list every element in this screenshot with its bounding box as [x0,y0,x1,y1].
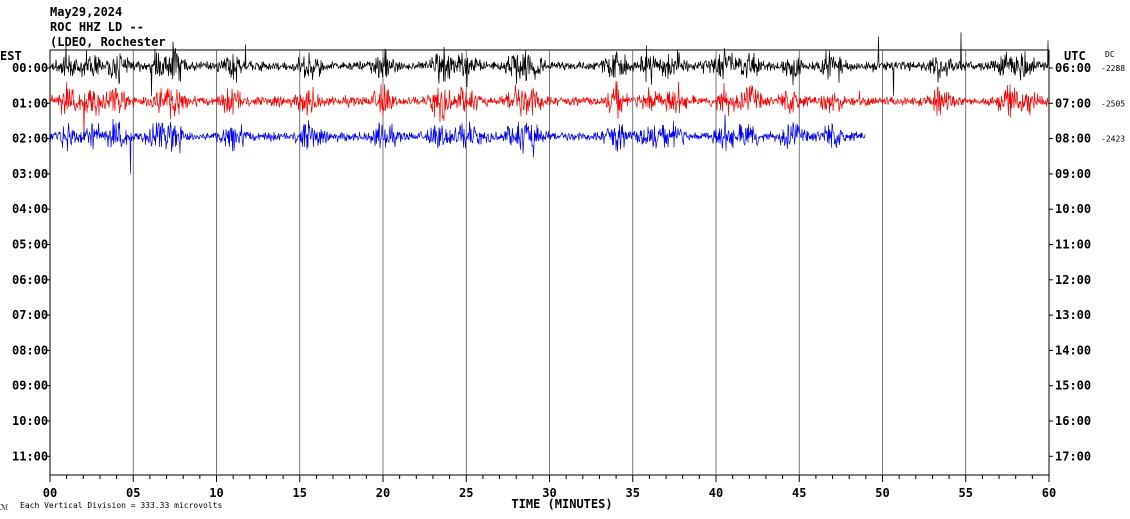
axis-labels: EST UTC DC TIME (MINUTES) ℳ Each Vertica… [0,49,1125,512]
x-tick-label: 10 [209,486,223,500]
x-tick-label: 60 [1042,486,1056,500]
seismic-traces [49,32,1050,174]
x-axis-label: TIME (MINUTES) [511,497,612,511]
x-tick-label: 40 [709,486,723,500]
left-time-label: 03:00 [12,167,48,181]
dc-offset-label: -2288 [1101,64,1125,73]
dc-label: DC [1105,50,1115,59]
x-tick-label: 15 [293,486,307,500]
right-axis-label: UTC [1064,49,1086,63]
trace-line [49,32,1050,97]
left-time-label: 09:00 [12,379,48,393]
x-tick-label: 50 [875,486,889,500]
left-time-label: 02:00 [12,132,48,146]
header-station: ROC HHZ LD -- [50,20,144,34]
scale-text: Each Vertical Division = 333.33 microvol… [20,501,222,510]
x-tick-label: 05 [126,486,140,500]
right-time-label: 08:00 [1055,132,1091,146]
trace-line [49,80,1050,141]
x-tick-label: 30 [542,486,556,500]
scale-glyph: ℳ [0,503,9,512]
x-tick-label: 45 [792,486,806,500]
left-time-label: 00:00 [12,61,48,75]
left-time-label: 01:00 [12,96,48,110]
right-time-label: 12:00 [1055,273,1091,287]
right-time-label: 06:00 [1055,61,1091,75]
x-tick-label: 55 [959,486,973,500]
right-time-label: 07:00 [1055,96,1091,110]
right-time-label: 10:00 [1055,202,1091,216]
left-time-label: 04:00 [12,202,48,216]
right-time-label: 11:00 [1055,238,1091,252]
left-time-label: 06:00 [12,273,48,287]
left-time-label: 07:00 [12,308,48,322]
left-time-label: 10:00 [12,414,48,428]
trace-line [49,114,866,174]
x-tick-label: 35 [626,486,640,500]
header-location: (LDEO, Rochester [50,35,166,49]
x-tick-label: 20 [376,486,390,500]
right-time-label: 15:00 [1055,379,1091,393]
dc-offset-label: -2505 [1101,99,1125,108]
right-time-label: 13:00 [1055,308,1091,322]
plot-grid [46,49,1053,482]
x-tick-label: 00 [43,486,57,500]
right-time-label: 16:00 [1055,414,1091,428]
dc-offset-label: -2423 [1101,135,1125,144]
left-axis-label: EST [0,49,22,63]
right-time-label: 14:00 [1055,343,1091,357]
x-tick-label: 25 [459,486,473,500]
left-time-label: 08:00 [12,343,48,357]
right-time-label: 09:00 [1055,167,1091,181]
left-time-label: 05:00 [12,238,48,252]
left-time-label: 11:00 [12,449,48,463]
right-time-label: 17:00 [1055,449,1091,463]
header-date: May29,2024 [50,5,123,19]
